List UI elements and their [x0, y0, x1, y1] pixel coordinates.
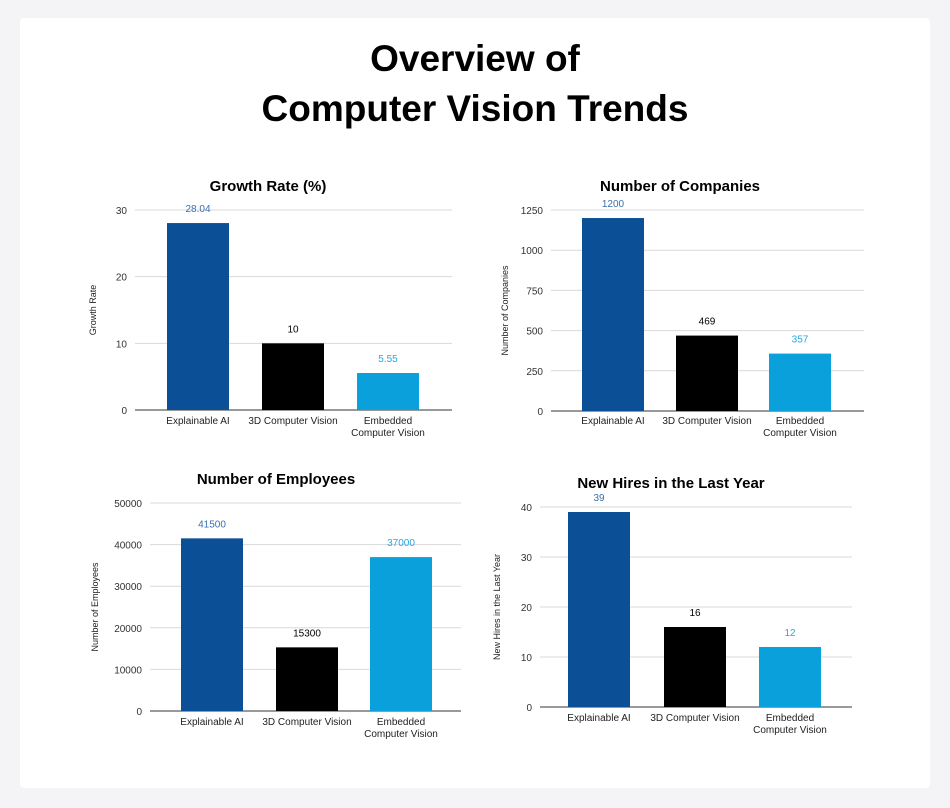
x-tick-label: 3D Computer Vision — [262, 717, 351, 728]
y-tick-label: 40000 — [114, 541, 142, 552]
y-tick-label: 30000 — [114, 582, 142, 593]
bar — [262, 343, 324, 410]
bar — [582, 218, 644, 411]
y-tick-label: 1250 — [521, 206, 544, 217]
chart-title: New Hires in the Last Year — [577, 475, 764, 492]
bar — [769, 353, 831, 411]
page-title-line-2: Computer Vision Trends — [261, 88, 689, 129]
y-tick-label: 10 — [116, 339, 128, 350]
bar — [276, 647, 338, 711]
x-tick-label: 3D Computer Vision — [650, 713, 739, 724]
y-tick-label: 40 — [521, 503, 533, 514]
page-title-line-1: Overview of — [370, 38, 580, 79]
data-label: 16 — [689, 608, 701, 619]
bar — [181, 538, 243, 711]
chart-title: Number of Employees — [197, 471, 355, 488]
y-axis-label: Growth Rate — [88, 285, 98, 336]
x-tick-label: Embedded Computer Vision — [364, 717, 438, 740]
y-tick-label: 500 — [526, 327, 543, 338]
bar — [370, 557, 432, 711]
data-label: 357 — [792, 335, 809, 346]
bar — [568, 512, 630, 707]
y-axis-label: Number of Companies — [500, 265, 510, 356]
y-axis-label: Number of Employees — [90, 562, 100, 652]
chart-title: Growth Rate (%) — [210, 178, 327, 195]
y-tick-label: 10000 — [114, 665, 142, 676]
bar — [664, 627, 726, 707]
y-tick-label: 0 — [121, 406, 127, 417]
y-tick-label: 750 — [526, 286, 543, 297]
data-label: 15300 — [293, 628, 321, 639]
bar — [357, 373, 419, 410]
data-label: 10 — [287, 324, 299, 335]
bar — [759, 647, 821, 707]
y-tick-label: 20000 — [114, 624, 142, 635]
data-label: 5.55 — [378, 354, 398, 365]
y-tick-label: 0 — [526, 703, 532, 714]
x-tick-label: 3D Computer Vision — [248, 416, 337, 427]
y-tick-label: 50000 — [114, 499, 142, 510]
x-tick-label: Explainable AI — [581, 416, 644, 427]
chart-title: Number of Companies — [600, 178, 760, 195]
x-tick-label: Embedded Computer Vision — [351, 416, 425, 439]
x-tick-label: Explainable AI — [180, 717, 243, 728]
y-axis-label: New Hires in the Last Year — [492, 554, 502, 660]
y-tick-label: 30 — [116, 206, 128, 217]
bar — [676, 335, 738, 411]
bar — [167, 223, 229, 410]
x-tick-label: 3D Computer Vision — [662, 416, 751, 427]
y-tick-label: 20 — [521, 603, 533, 614]
x-tick-label: Explainable AI — [166, 416, 229, 427]
data-label: 1200 — [602, 199, 625, 210]
data-label: 469 — [699, 317, 716, 328]
y-tick-label: 10 — [521, 653, 533, 664]
data-label: 41500 — [198, 519, 226, 530]
y-tick-label: 0 — [136, 707, 142, 718]
data-label: 28.04 — [185, 204, 210, 215]
data-label: 37000 — [387, 538, 415, 549]
x-tick-label: Embedded Computer Vision — [753, 713, 827, 736]
data-label: 12 — [784, 628, 796, 639]
x-tick-label: Explainable AI — [567, 713, 630, 724]
data-label: 39 — [593, 493, 605, 504]
y-tick-label: 30 — [521, 553, 533, 564]
x-tick-label: Embedded Computer Vision — [763, 416, 837, 439]
y-tick-label: 20 — [116, 273, 128, 284]
page-title: Overview of Computer Vision Trends — [0, 34, 950, 134]
y-tick-label: 250 — [526, 367, 543, 378]
y-tick-label: 0 — [537, 407, 543, 418]
y-tick-label: 1000 — [521, 246, 544, 257]
